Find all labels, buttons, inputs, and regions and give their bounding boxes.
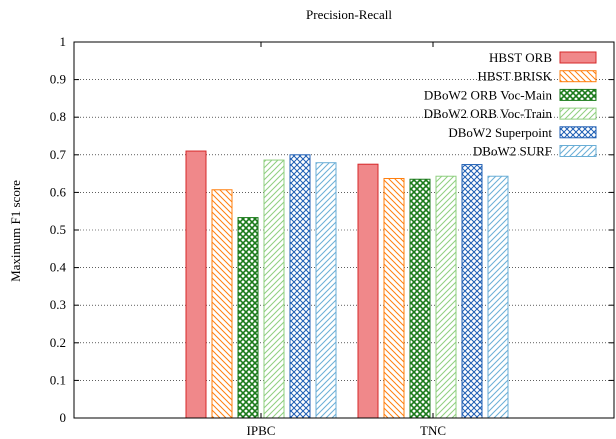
y-tick-label: 0.5: [50, 222, 66, 237]
y-tick-label: 0: [60, 410, 67, 425]
bar: [383, 177, 405, 419]
y-axis-label: Maximum F1 score: [8, 180, 23, 282]
x-ticks: IPBC TNC: [247, 42, 446, 438]
y-tick-label: 0.7: [50, 147, 67, 162]
y-tick-label: 0.8: [50, 109, 66, 124]
y-ticks: 0 0.1 0.2 0.3 0.4 0.5 0.6 0.7 0.8 0.9 1: [50, 34, 614, 425]
chart-title: Precision-Recall: [306, 7, 392, 22]
bar: [289, 154, 311, 419]
bar: [435, 175, 457, 419]
legend-label: HBST ORB: [489, 50, 552, 65]
bar: [185, 150, 207, 419]
y-tick-label: 0.1: [50, 372, 66, 387]
bars: [185, 150, 509, 419]
bar: [487, 175, 509, 419]
legend-swatch: [559, 88, 597, 101]
y-tick-label: 0.6: [50, 184, 67, 199]
legend-label: DBoW2 Superpoint: [448, 125, 552, 140]
y-tick-label: 0.4: [50, 260, 67, 275]
bar: [315, 162, 337, 419]
bar: [263, 159, 285, 419]
bar: [461, 164, 483, 419]
y-tick-label: 0.2: [50, 335, 66, 350]
y-tick-label: 0.3: [50, 297, 66, 312]
x-tick-label: TNC: [420, 423, 446, 438]
legend-label: DBoW2 ORB Voc-Main: [424, 87, 553, 102]
legend-swatch: [559, 70, 597, 83]
y-tick-label: 0.9: [50, 72, 66, 87]
legend-swatch: [559, 126, 597, 139]
bar: [409, 178, 431, 419]
y-tick-label: 1: [60, 34, 67, 49]
legend-swatch: [559, 51, 597, 64]
grid-lines: [74, 79, 614, 381]
legend-label: DBoW2 ORB Voc-Train: [424, 106, 553, 121]
legend-swatch: [559, 145, 597, 157]
legend-label: DBoW2 SURF: [473, 144, 552, 159]
bar: [357, 163, 379, 419]
legend-swatch: [559, 107, 597, 120]
x-tick-label: IPBC: [247, 423, 276, 438]
bar: [211, 189, 233, 419]
legend-label: HBST BRISK: [477, 69, 552, 84]
legend: HBST ORB HBST BRISK DBoW2 ORB Voc-Main DBoW…: [424, 50, 597, 159]
bar: [237, 217, 259, 419]
